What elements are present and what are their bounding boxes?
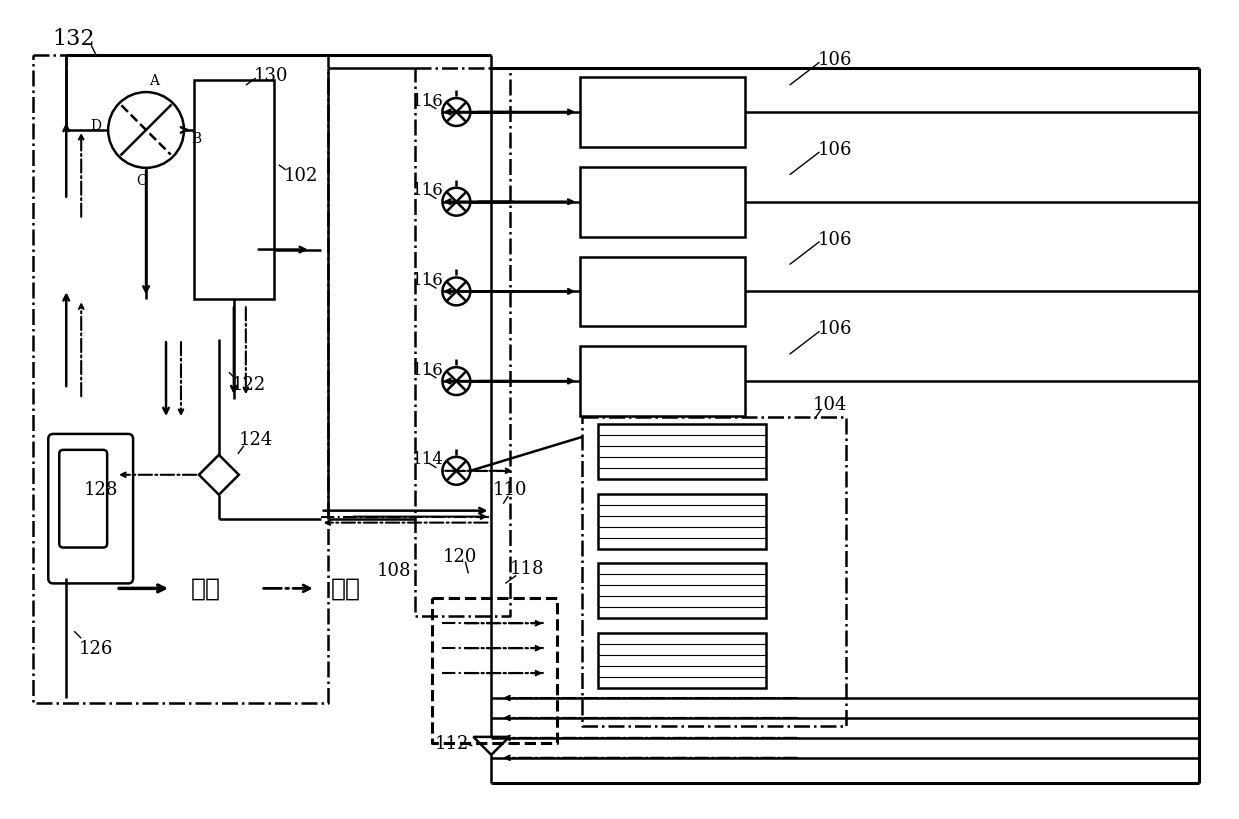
- Text: 106: 106: [818, 320, 851, 338]
- Text: 116: 116: [411, 182, 444, 199]
- Bar: [598, 563, 766, 618]
- Bar: [580, 257, 745, 327]
- Bar: [598, 633, 766, 688]
- Text: 制热: 制热: [331, 577, 361, 600]
- Text: 116: 116: [411, 361, 444, 378]
- Text: 128: 128: [84, 480, 119, 498]
- Text: A: A: [149, 74, 159, 88]
- Bar: [580, 78, 745, 147]
- Text: 116: 116: [411, 93, 444, 110]
- Text: 108: 108: [377, 562, 411, 580]
- Text: 106: 106: [818, 230, 851, 248]
- Text: C: C: [136, 174, 146, 188]
- Text: 122: 122: [232, 376, 266, 394]
- Bar: [598, 424, 766, 479]
- Text: 112: 112: [435, 734, 470, 752]
- Text: 102: 102: [284, 166, 318, 184]
- Bar: [580, 346, 745, 417]
- Text: 118: 118: [510, 559, 544, 577]
- Text: 124: 124: [239, 430, 273, 448]
- Bar: [580, 168, 745, 238]
- Text: 132: 132: [52, 28, 94, 50]
- Bar: [195, 81, 274, 300]
- Text: 130: 130: [254, 67, 287, 85]
- Text: 116: 116: [411, 272, 444, 288]
- Text: 104: 104: [813, 396, 846, 414]
- Text: 120: 120: [444, 548, 477, 566]
- Text: D: D: [90, 119, 102, 133]
- Text: B: B: [191, 132, 201, 146]
- Text: 114: 114: [411, 450, 444, 468]
- Text: 制冷: 制冷: [191, 577, 221, 600]
- Text: 106: 106: [818, 141, 851, 159]
- Text: 110: 110: [493, 480, 528, 498]
- Bar: [598, 494, 766, 549]
- Text: 106: 106: [818, 51, 851, 69]
- Text: 126: 126: [79, 640, 113, 658]
